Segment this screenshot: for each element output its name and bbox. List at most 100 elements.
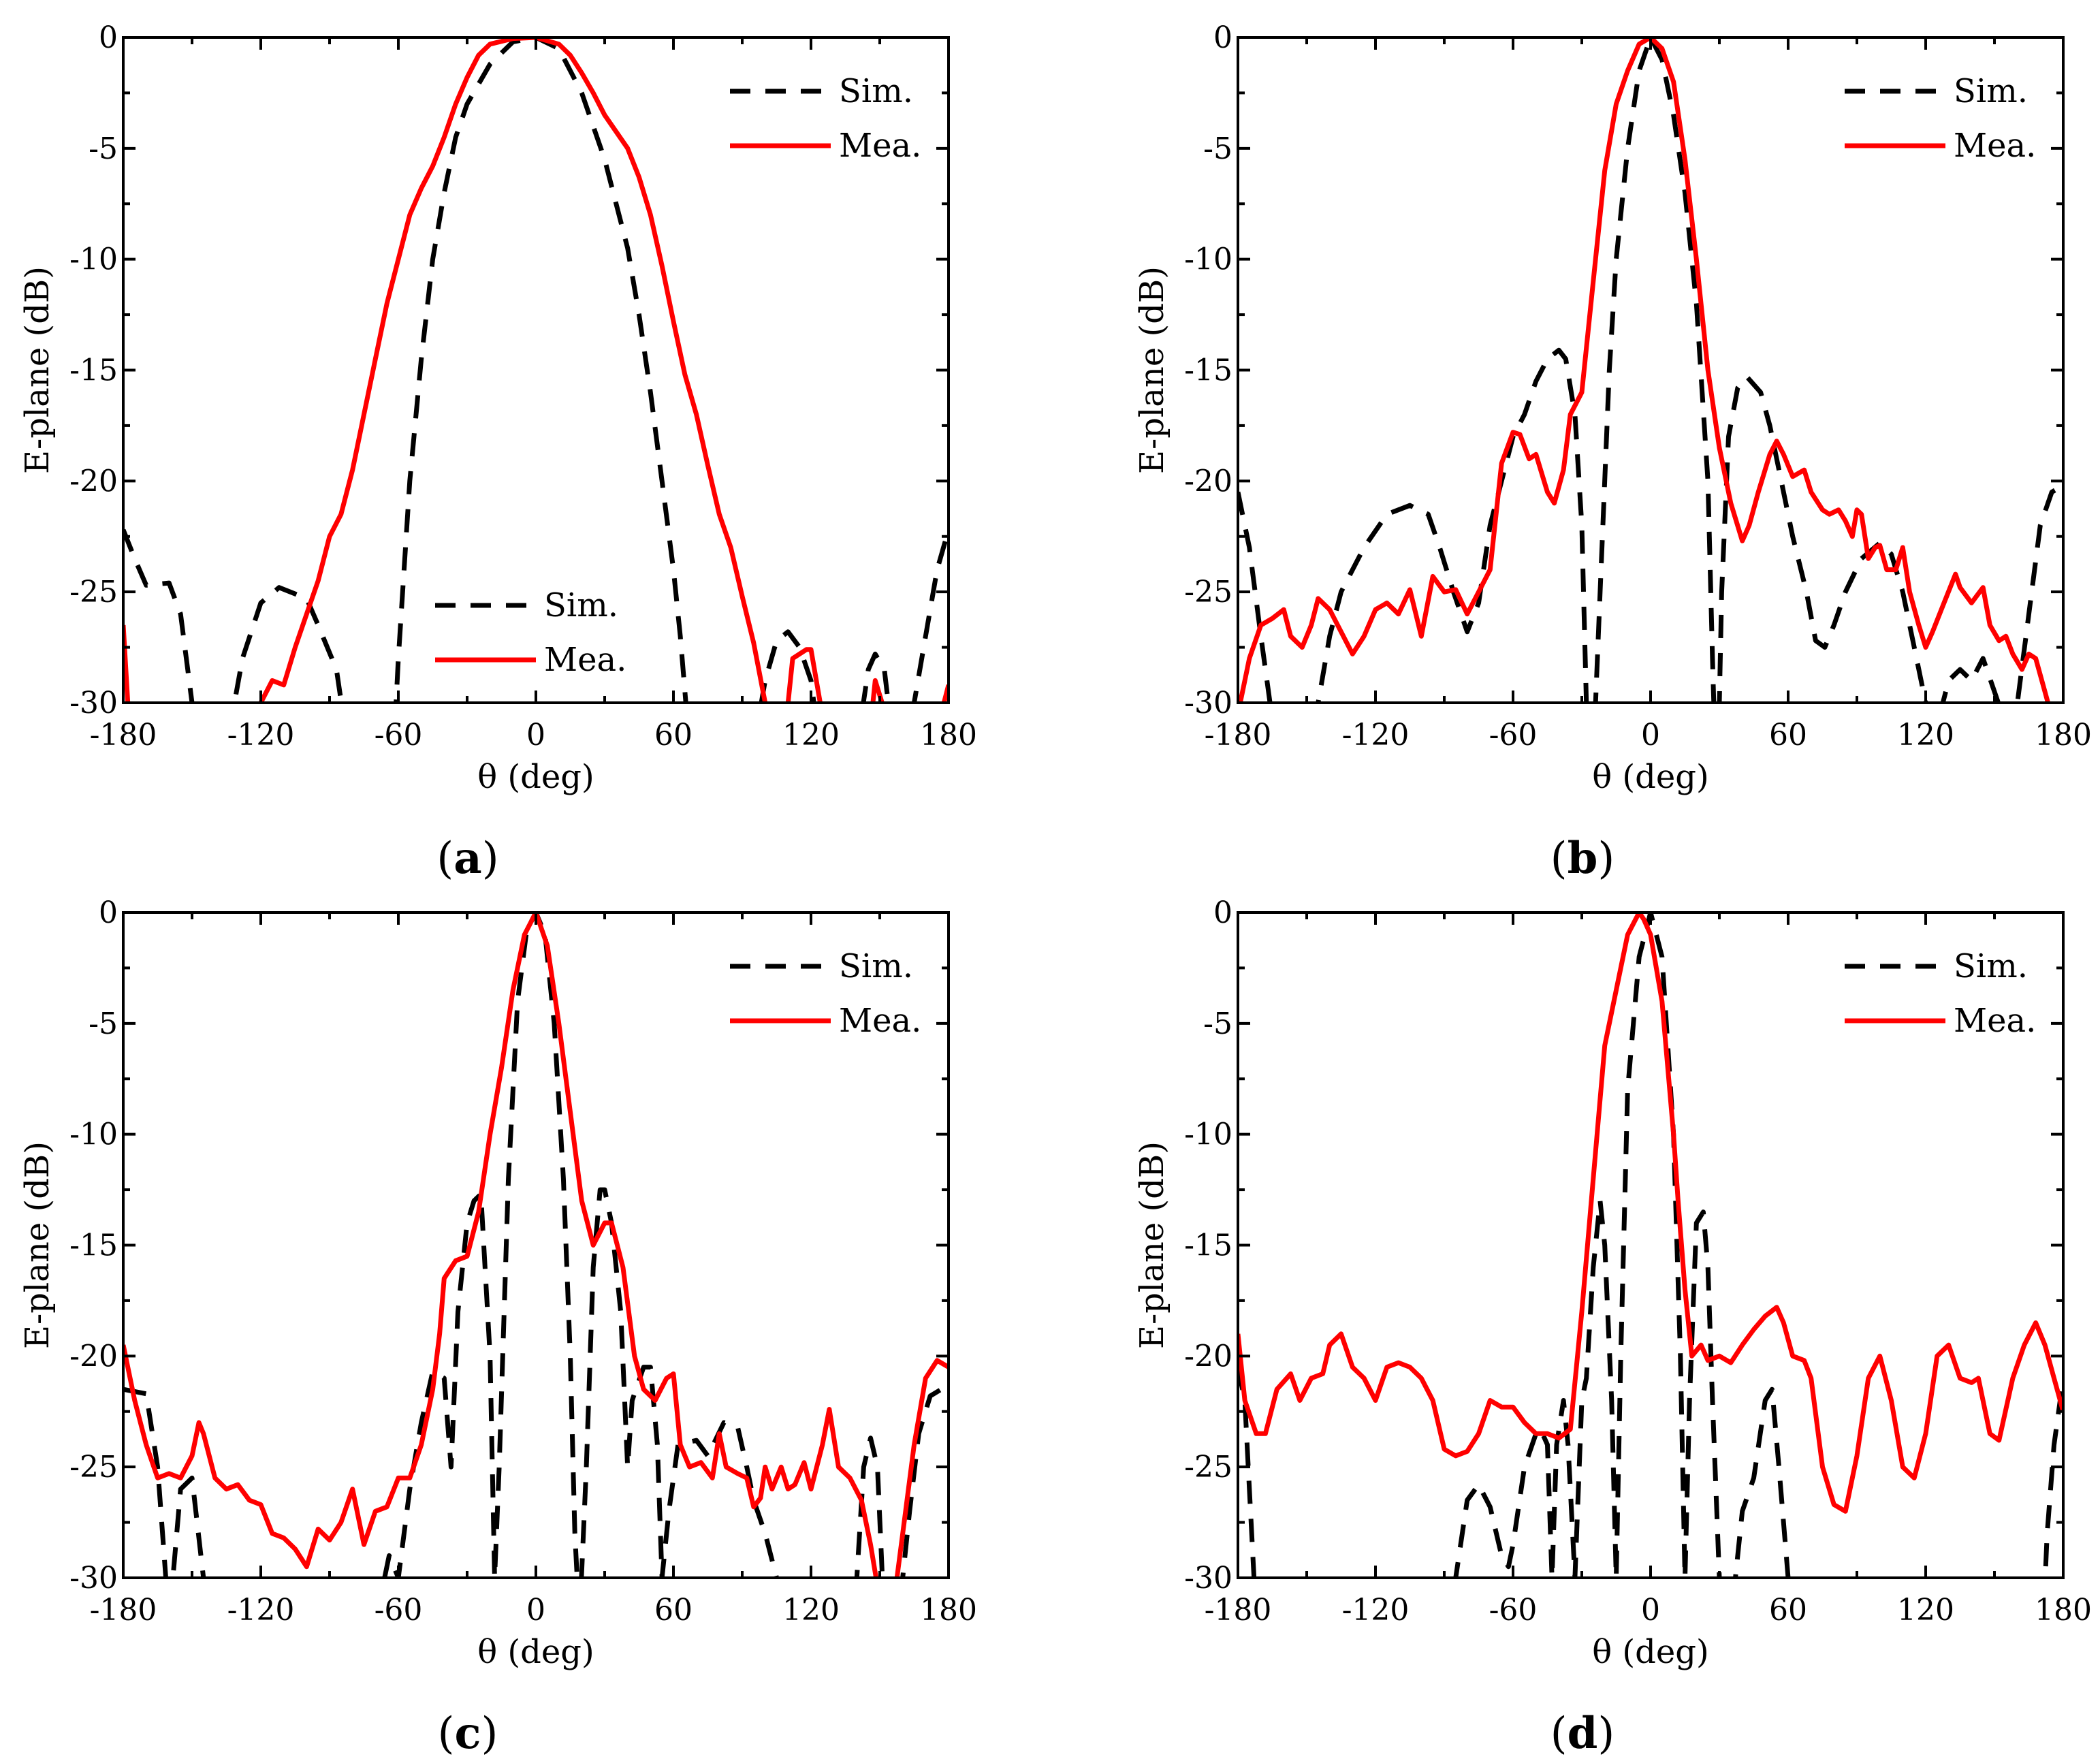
y-tick-label: -30: [1184, 686, 1232, 720]
legend-label: Mea.: [1954, 127, 2036, 165]
y-tick-label: -20: [69, 464, 118, 498]
y-tick-label: -30: [69, 686, 118, 720]
x-tick-label: 180: [2035, 1593, 2092, 1628]
plot-frame: [1237, 36, 2065, 704]
y-tick-label: -10: [69, 242, 118, 277]
legend: Sim. Mea.: [1845, 72, 2036, 165]
y-tick-label: -5: [1203, 131, 1232, 166]
x-axis-label: θ (deg): [1592, 758, 1708, 796]
x-tick-label: 0: [526, 1593, 545, 1628]
legend-label: Sim.: [544, 586, 618, 624]
x-tick-label: -180: [1205, 718, 1272, 752]
x-tick-label: -60: [375, 718, 423, 752]
x-tick-label: 60: [654, 1593, 693, 1628]
x-tick-label: 60: [1769, 1593, 1807, 1628]
y-tick-label: -15: [69, 353, 118, 388]
legend-label: Sim.: [839, 947, 913, 985]
y-tick-label: -25: [69, 1450, 118, 1485]
x-tick-label: -60: [1489, 1593, 1538, 1628]
x-tick-label: -120: [1342, 1593, 1410, 1628]
plot-frame: [122, 36, 950, 704]
mea-series-line: [1238, 913, 2063, 1514]
y-tick-label: -15: [1184, 1228, 1232, 1263]
legend: Sim. Mea.: [730, 72, 921, 165]
x-tick-label: -180: [90, 1593, 157, 1628]
caption-paren: (: [438, 1709, 455, 1759]
plot-frame: [122, 911, 950, 1579]
caption-letter: b: [1568, 833, 1598, 884]
panel-caption: (d): [1550, 1708, 1615, 1759]
caption-paren: ): [482, 834, 499, 884]
y-tick-label: -30: [1184, 1561, 1232, 1596]
y-axis-label: E-plane (dB): [1133, 266, 1171, 474]
y-tick-label: -10: [1184, 1117, 1232, 1152]
y-tick-label: -20: [1184, 464, 1232, 498]
x-tick-label: -60: [375, 1593, 423, 1628]
y-axis-label: E-plane (dB): [18, 1141, 57, 1349]
y-tick-label: -5: [89, 131, 118, 166]
panel-b: -180 -120 -60 0 60 120 180 0 -5 -10 -15 -20 -25 -30 θ …: [1133, 20, 2092, 884]
x-axis-label: θ (deg): [477, 758, 594, 796]
caption-paren: (: [436, 834, 454, 884]
y-tick-label: -25: [69, 575, 118, 609]
panel-caption: (a): [436, 833, 498, 884]
y-tick-label: -20: [1184, 1339, 1232, 1374]
panel-d: -180 -120 -60 0 60 120 180 0 -5 -10 -15 -20 -25 -30 θ …: [1133, 895, 2092, 1759]
y-axis-label: E-plane (dB): [18, 266, 57, 474]
x-tick-label: 180: [920, 718, 977, 752]
y-tick-label: 0: [99, 20, 118, 55]
x-axis-label: θ (deg): [1592, 1633, 1708, 1671]
y-tick-label: -20: [69, 1339, 118, 1374]
x-axis-label: θ (deg): [477, 1633, 594, 1671]
y-tick-label: -15: [1184, 353, 1232, 388]
x-tick-label: -180: [1205, 1593, 1272, 1628]
x-tick-label: 120: [782, 1593, 840, 1628]
panel-caption: (b): [1550, 833, 1615, 884]
legend-label: Sim.: [839, 72, 913, 110]
x-tick-label: 180: [920, 1593, 977, 1628]
mea-series-line: [1238, 37, 2051, 703]
legend-label: Mea.: [544, 641, 626, 679]
y-tick-label: -5: [89, 1006, 118, 1041]
mea-series-line: [123, 913, 949, 1578]
sim-series-line: [1238, 37, 2063, 703]
x-tick-label: 180: [2035, 718, 2092, 752]
y-tick-label: -30: [69, 1561, 118, 1596]
x-tick-label: 120: [1897, 718, 1954, 752]
y-tick-label: 0: [1213, 20, 1232, 55]
sim-series-line: [1238, 913, 2063, 1578]
x-tick-label: -120: [1342, 718, 1410, 752]
panel-a: -180 -120 -60 0 60 120 180 0 -5 -10 -15 -20 -25 -30 θ …: [18, 20, 977, 884]
x-tick-label: -120: [227, 1593, 295, 1628]
x-tick-label: 120: [782, 718, 840, 752]
y-tick-label: -25: [1184, 575, 1232, 609]
y-tick-label: -15: [69, 1228, 118, 1263]
x-tick-label: -120: [227, 718, 295, 752]
y-tick-label: -10: [69, 1117, 118, 1152]
caption-letter: a: [454, 833, 481, 884]
x-tick-label: 0: [526, 718, 545, 752]
y-tick-label: -25: [1184, 1450, 1232, 1485]
caption-paren: ): [481, 1709, 498, 1759]
caption-paren: (: [1550, 834, 1568, 884]
y-tick-label: 0: [99, 895, 118, 930]
panel-caption: (c): [438, 1708, 498, 1759]
x-tick-label: 0: [1641, 718, 1660, 752]
legend: Sim. Mea.: [1845, 947, 2036, 1040]
y-tick-label: 0: [1213, 895, 1232, 930]
caption-letter: d: [1568, 1708, 1598, 1759]
x-tick-label: 60: [654, 718, 693, 752]
x-tick-label: 0: [1641, 1593, 1660, 1628]
plot-frame: [1237, 911, 2065, 1579]
mea-series-line: [123, 37, 949, 703]
x-tick-label: -180: [90, 718, 157, 752]
caption-letter: c: [455, 1708, 481, 1759]
caption-paren: ): [1597, 1709, 1614, 1759]
legend-label: Mea.: [1954, 1002, 2036, 1040]
x-tick-label: 60: [1769, 718, 1807, 752]
legend-label: Mea.: [839, 1002, 921, 1040]
x-tick-label: 120: [1897, 1593, 1954, 1628]
legend: Sim. Mea.: [730, 947, 921, 1040]
caption-paren: ): [1597, 834, 1614, 884]
